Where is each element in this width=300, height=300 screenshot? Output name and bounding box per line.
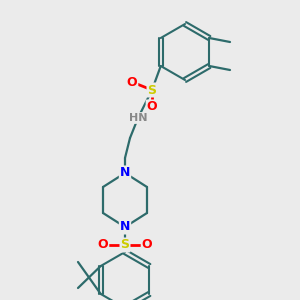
Text: O: O (127, 76, 137, 88)
Text: O: O (147, 100, 157, 113)
Text: HN: HN (129, 113, 147, 123)
Text: N: N (120, 220, 130, 233)
Text: S: S (148, 83, 157, 97)
Text: N: N (120, 167, 130, 179)
Text: S: S (121, 238, 130, 251)
Text: O: O (142, 238, 152, 251)
Text: O: O (98, 238, 108, 251)
